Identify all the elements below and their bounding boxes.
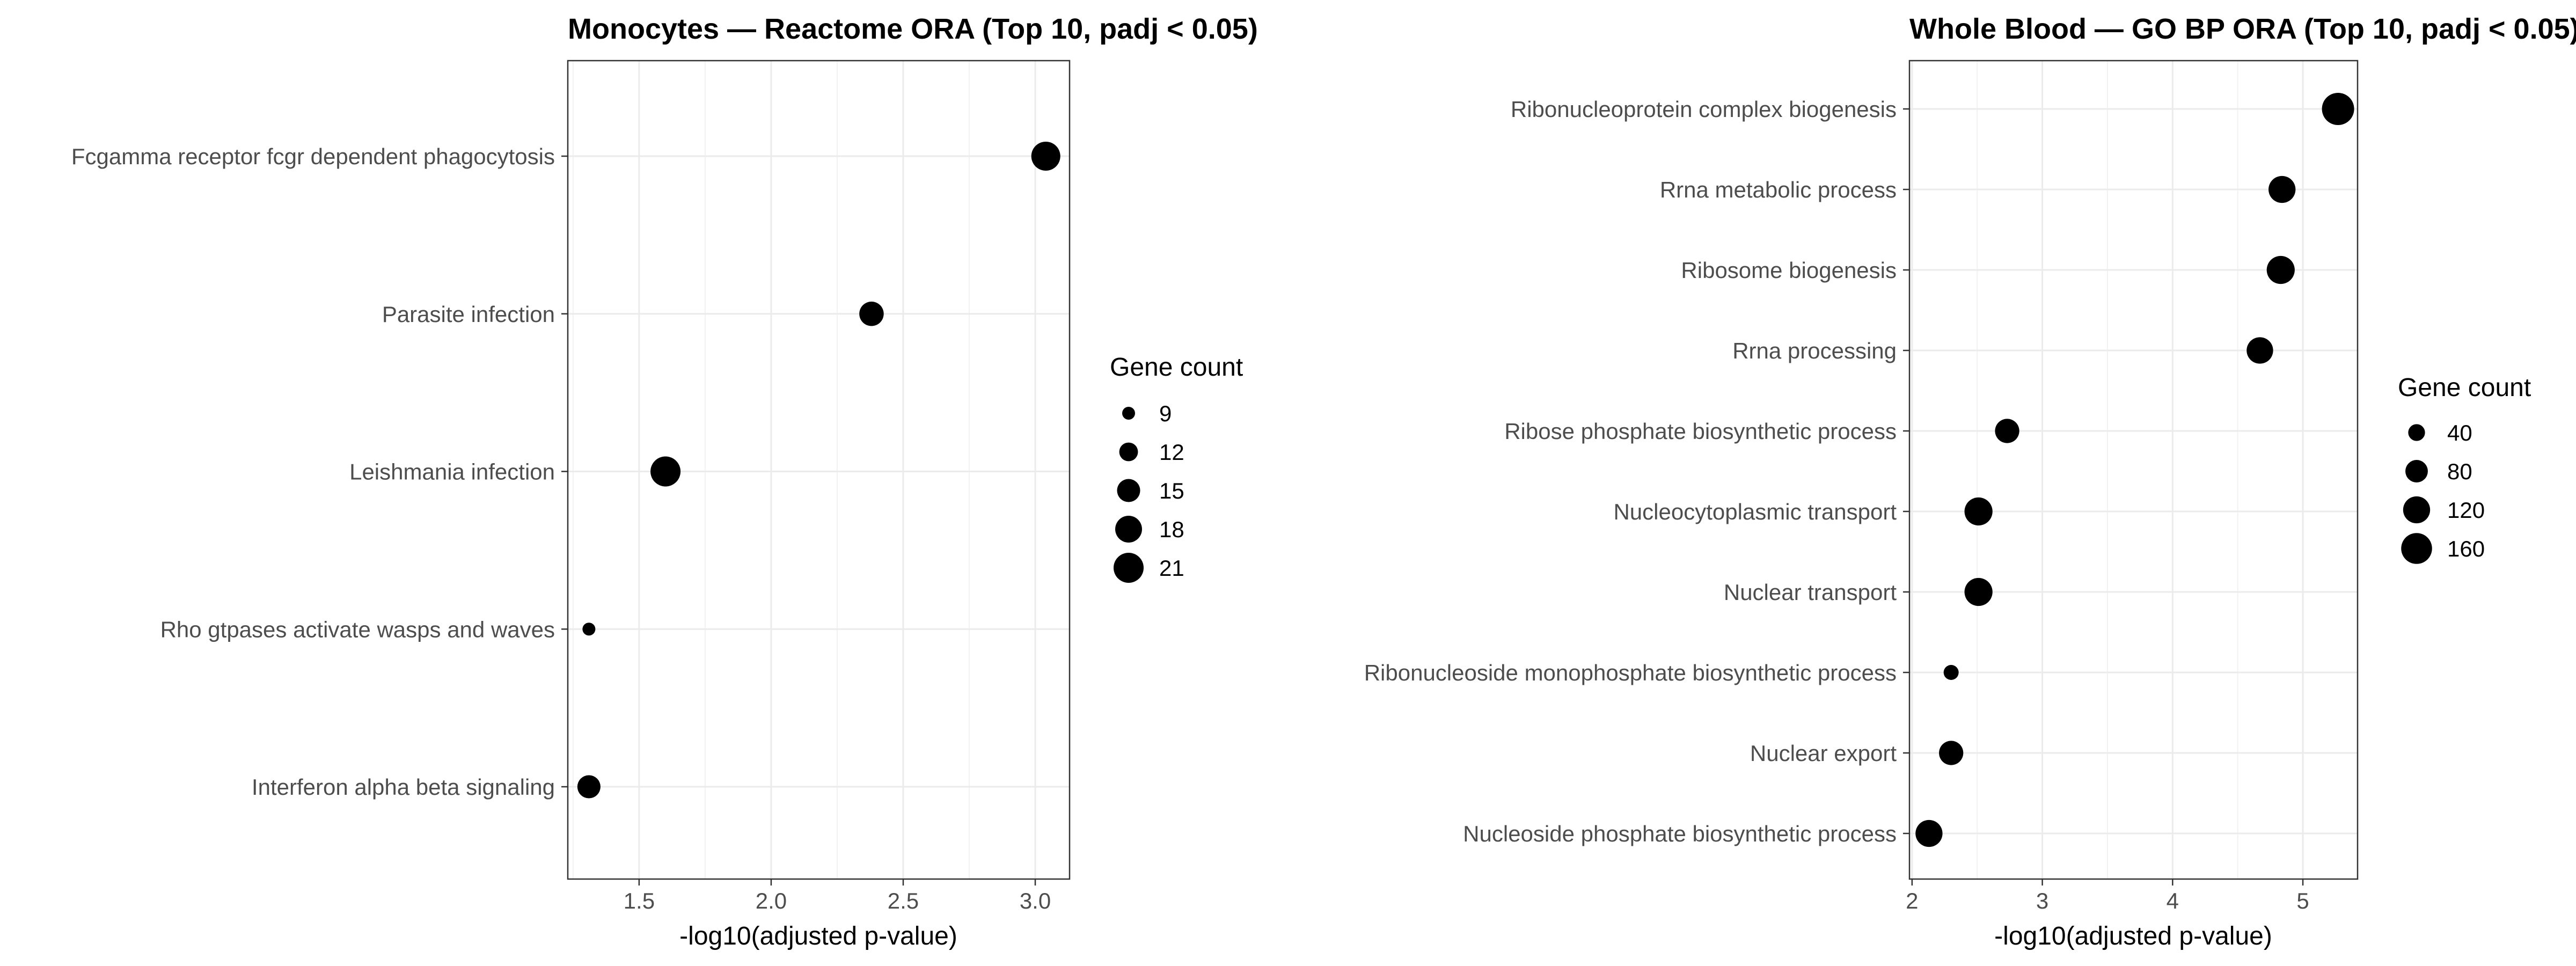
legend-key [1115, 516, 1142, 543]
monocytes-grid [568, 61, 1070, 879]
data-point [582, 623, 596, 636]
legend-label: 12 [1159, 440, 1184, 465]
y-tick-label: Nucleocytoplasmic transport [1613, 499, 1897, 524]
legend-key [1119, 442, 1138, 462]
y-tick-label: Ribosome biogenesis [1681, 258, 1897, 283]
x-tick-label: 3.0 [1020, 888, 1051, 913]
legend-key [2405, 460, 2428, 482]
data-point [2322, 93, 2354, 125]
x-tick-label: 2.0 [756, 888, 787, 913]
y-tick-label: Parasite infection [382, 302, 555, 327]
x-tick-label: 1.5 [624, 888, 655, 913]
legend-key [2401, 533, 2432, 564]
monocytes-panel: Fcgamma receptor fcgr dependent phagocyt… [71, 13, 1258, 950]
whole-blood-legend: Gene count 40 80 120 160 [2398, 374, 2531, 564]
y-tick-label: Rrna metabolic process [1660, 177, 1897, 202]
data-point [577, 775, 601, 799]
y-tick-label: Ribonucleoprotein complex biogenesis [1511, 97, 1897, 122]
data-point [859, 302, 884, 326]
legend-key [1122, 407, 1135, 420]
whole-blood-chart-title: Whole Blood — GO BP ORA (Top 10, padj < … [1909, 13, 2576, 45]
legend-label: 18 [1159, 517, 1184, 542]
legend-label: 120 [2447, 497, 2485, 523]
y-tick-label: Nuclear export [1750, 741, 1897, 766]
y-tick-label: Leishmania infection [349, 459, 555, 485]
x-tick-label: 3 [2036, 888, 2048, 913]
whole-blood-panel: Ribonucleoprotein complex biogenesis Rrna… [1364, 13, 2576, 950]
whole-blood-x-axis: 2 3 4 5 [1906, 879, 2309, 913]
monocytes-points [577, 141, 1060, 799]
monocytes-legend: Gene count 9 12 15 18 21 [1110, 353, 1243, 583]
whole-blood-x-axis-label: -log10(adjusted p-value) [1994, 922, 2272, 950]
data-point [2268, 175, 2296, 203]
y-tick-label: Fcgamma receptor fcgr dependent phagocyt… [71, 144, 555, 169]
y-tick-label: Ribose phosphate biosynthetic process [1504, 419, 1897, 444]
monocytes-x-axis: 1.5 2.0 2.5 3.0 [624, 879, 1051, 913]
data-point [1031, 141, 1060, 171]
data-point [650, 456, 681, 487]
monocytes-x-axis-label: -log10(adjusted p-value) [679, 922, 957, 950]
y-tick-label: Rrna processing [1732, 338, 1897, 363]
x-tick-label: 5 [2296, 888, 2309, 913]
whole-blood-legend-title: Gene count [2398, 374, 2531, 402]
data-point [2246, 337, 2273, 364]
legend-label: 160 [2447, 536, 2485, 561]
y-tick-label: Nuclear transport [1724, 580, 1897, 605]
x-tick-label: 2.5 [888, 888, 919, 913]
data-point [1964, 497, 1993, 526]
legend-label: 40 [2447, 420, 2472, 445]
x-tick-label: 4 [2167, 888, 2179, 913]
legend-label: 9 [1159, 401, 1172, 426]
monocytes-y-axis: Fcgamma receptor fcgr dependent phagocyt… [71, 144, 568, 800]
data-point [1915, 819, 1943, 847]
data-point [2266, 255, 2295, 284]
data-point [1939, 741, 1964, 765]
legend-key [2403, 496, 2431, 524]
legend-key [1117, 479, 1140, 502]
monocytes-chart-title: Monocytes — Reactome ORA (Top 10, padj <… [568, 13, 1258, 45]
monocytes-plot-border [567, 60, 1071, 880]
legend-key [2408, 424, 2425, 441]
data-point [1964, 577, 1993, 606]
data-point [1943, 665, 1959, 680]
y-tick-label: Ribonucleoside monophosphate biosyntheti… [1364, 660, 1897, 685]
data-point [1995, 419, 2019, 443]
whole-blood-points [1915, 93, 2354, 847]
legend-label: 15 [1159, 478, 1184, 503]
whole-blood-y-axis: Ribonucleoprotein complex biogenesis Rrna… [1364, 97, 1909, 846]
legend-label: 80 [2447, 459, 2472, 484]
x-tick-label: 2 [1906, 888, 1918, 913]
y-tick-label: Nucleoside phosphate biosynthetic proces… [1463, 821, 1897, 846]
legend-label: 21 [1159, 555, 1184, 581]
monocytes-legend-title: Gene count [1110, 353, 1243, 382]
whole-blood-plot-border [1908, 60, 2359, 880]
monocytes-plot-background [568, 61, 1070, 879]
y-tick-label: Rho gtpases activate wasps and waves [160, 617, 555, 642]
y-tick-label: Interferon alpha beta signaling [252, 774, 555, 800]
legend-key [1114, 553, 1144, 583]
